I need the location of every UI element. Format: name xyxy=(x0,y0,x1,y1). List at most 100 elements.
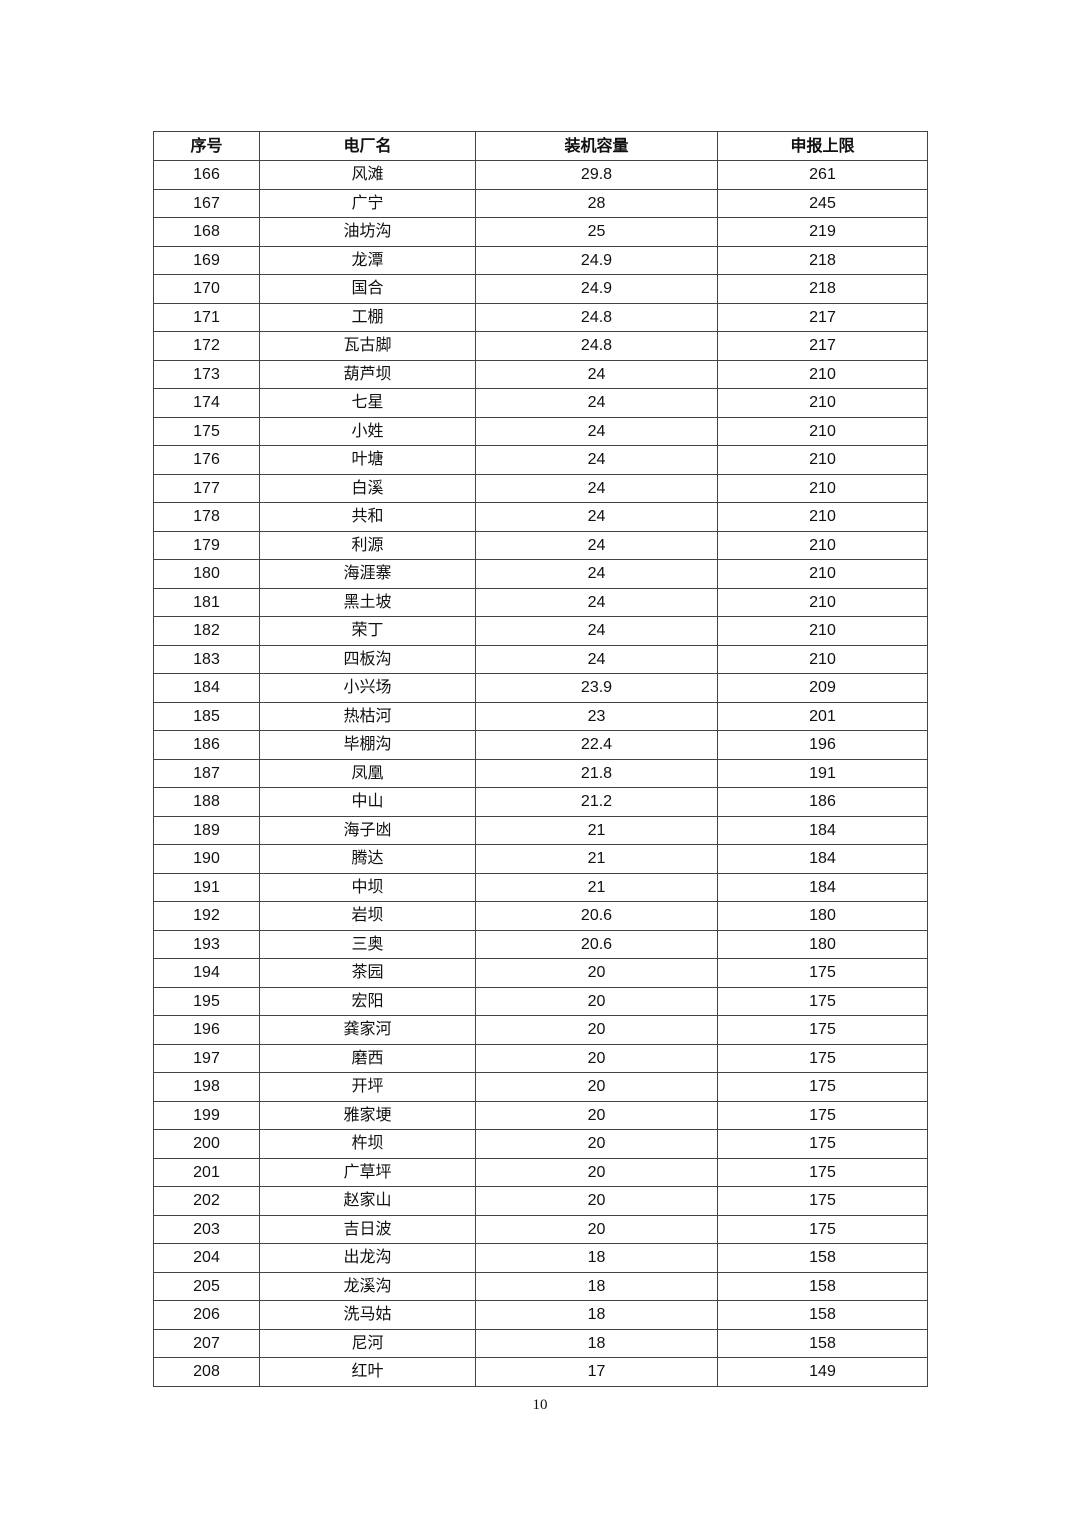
cell-declared-limit: 210 xyxy=(717,616,928,646)
table-row: 169 龙潭 24.9 218 xyxy=(153,245,928,275)
cell-plant-name: 红叶 xyxy=(259,1357,476,1387)
cell-declared-limit: 219 xyxy=(717,217,928,247)
cell-declared-limit: 210 xyxy=(717,359,928,389)
cell-plant-name: 龚家河 xyxy=(259,1015,476,1045)
cell-plant-name: 毕棚沟 xyxy=(259,730,476,760)
cell-index: 204 xyxy=(153,1243,260,1273)
cell-index: 203 xyxy=(153,1214,260,1244)
cell-index: 202 xyxy=(153,1186,260,1216)
cell-plant-name: 广宁 xyxy=(259,188,476,218)
cell-index: 201 xyxy=(153,1157,260,1187)
table-row: 180 海涯寨 24 210 xyxy=(153,559,928,589)
cell-index: 171 xyxy=(153,302,260,332)
cell-index: 206 xyxy=(153,1300,260,1330)
cell-capacity: 24 xyxy=(475,388,718,418)
table-row: 190 腾达 21 184 xyxy=(153,844,928,874)
table-row: 195 宏阳 20 175 xyxy=(153,986,928,1016)
cell-plant-name: 海涯寨 xyxy=(259,559,476,589)
cell-declared-limit: 184 xyxy=(717,815,928,845)
cell-index: 174 xyxy=(153,388,260,418)
table-row: 185 热枯河 23 201 xyxy=(153,701,928,731)
table-row: 172 瓦古脚 24.8 217 xyxy=(153,331,928,361)
header-plant-name: 电厂名 xyxy=(259,131,476,161)
cell-capacity: 20 xyxy=(475,1043,718,1073)
cell-plant-name: 小兴场 xyxy=(259,673,476,703)
cell-capacity: 20 xyxy=(475,1186,718,1216)
cell-index: 170 xyxy=(153,274,260,304)
cell-index: 196 xyxy=(153,1015,260,1045)
cell-plant-name: 荣丁 xyxy=(259,616,476,646)
table-row: 173 葫芦坝 24 210 xyxy=(153,359,928,389)
cell-declared-limit: 175 xyxy=(717,958,928,988)
table-row: 191 中坝 21 184 xyxy=(153,872,928,902)
cell-declared-limit: 196 xyxy=(717,730,928,760)
cell-index: 175 xyxy=(153,416,260,446)
cell-plant-name: 凤凰 xyxy=(259,758,476,788)
cell-plant-name: 尼河 xyxy=(259,1328,476,1358)
cell-plant-name: 叶塘 xyxy=(259,445,476,475)
cell-declared-limit: 210 xyxy=(717,388,928,418)
cell-index: 207 xyxy=(153,1328,260,1358)
cell-index: 182 xyxy=(153,616,260,646)
cell-plant-name: 龙溪沟 xyxy=(259,1271,476,1301)
cell-capacity: 17 xyxy=(475,1357,718,1387)
cell-index: 197 xyxy=(153,1043,260,1073)
cell-index: 189 xyxy=(153,815,260,845)
table-row: 177 白溪 24 210 xyxy=(153,473,928,503)
table-row: 183 四板沟 24 210 xyxy=(153,644,928,674)
table-row: 176 叶塘 24 210 xyxy=(153,445,928,475)
cell-capacity: 23 xyxy=(475,701,718,731)
cell-index: 187 xyxy=(153,758,260,788)
cell-index: 166 xyxy=(153,160,260,190)
cell-declared-limit: 209 xyxy=(717,673,928,703)
table-row: 204 出龙沟 18 158 xyxy=(153,1243,928,1273)
table-row: 205 龙溪沟 18 158 xyxy=(153,1271,928,1301)
cell-index: 186 xyxy=(153,730,260,760)
cell-plant-name: 葫芦坝 xyxy=(259,359,476,389)
cell-index: 181 xyxy=(153,587,260,617)
cell-declared-limit: 261 xyxy=(717,160,928,190)
table-row: 166 风滩 29.8 261 xyxy=(153,160,928,190)
cell-declared-limit: 210 xyxy=(717,644,928,674)
cell-index: 173 xyxy=(153,359,260,389)
cell-capacity: 20 xyxy=(475,958,718,988)
cell-plant-name: 龙潭 xyxy=(259,245,476,275)
cell-declared-limit: 175 xyxy=(717,1015,928,1045)
cell-index: 198 xyxy=(153,1072,260,1102)
cell-capacity: 25 xyxy=(475,217,718,247)
table-row: 207 尼河 18 158 xyxy=(153,1328,928,1358)
table-row: 199 雅家埂 20 175 xyxy=(153,1100,928,1130)
cell-plant-name: 中坝 xyxy=(259,872,476,902)
cell-plant-name: 瓦古脚 xyxy=(259,331,476,361)
cell-plant-name: 广草坪 xyxy=(259,1157,476,1187)
table-row: 189 海子凼 21 184 xyxy=(153,815,928,845)
cell-plant-name: 七星 xyxy=(259,388,476,418)
table-row: 168 油坊沟 25 219 xyxy=(153,217,928,247)
cell-capacity: 24 xyxy=(475,445,718,475)
table-row: 186 毕棚沟 22.4 196 xyxy=(153,730,928,760)
header-index: 序号 xyxy=(153,131,260,161)
cell-declared-limit: 175 xyxy=(717,1100,928,1130)
cell-capacity: 20 xyxy=(475,1129,718,1159)
cell-declared-limit: 175 xyxy=(717,986,928,1016)
cell-index: 190 xyxy=(153,844,260,874)
cell-declared-limit: 210 xyxy=(717,502,928,532)
cell-capacity: 24 xyxy=(475,530,718,560)
table-header-row: 序号 电厂名 装机容量 申报上限 xyxy=(153,131,928,161)
cell-capacity: 21.8 xyxy=(475,758,718,788)
table-row: 201 广草坪 20 175 xyxy=(153,1157,928,1187)
cell-index: 200 xyxy=(153,1129,260,1159)
cell-declared-limit: 175 xyxy=(717,1186,928,1216)
cell-plant-name: 腾达 xyxy=(259,844,476,874)
cell-capacity: 24.8 xyxy=(475,331,718,361)
cell-capacity: 24 xyxy=(475,359,718,389)
cell-capacity: 18 xyxy=(475,1328,718,1358)
table-row: 179 利源 24 210 xyxy=(153,530,928,560)
cell-capacity: 18 xyxy=(475,1300,718,1330)
cell-declared-limit: 245 xyxy=(717,188,928,218)
cell-index: 185 xyxy=(153,701,260,731)
table-row: 184 小兴场 23.9 209 xyxy=(153,673,928,703)
cell-index: 172 xyxy=(153,331,260,361)
cell-plant-name: 海子凼 xyxy=(259,815,476,845)
cell-declared-limit: 149 xyxy=(717,1357,928,1387)
